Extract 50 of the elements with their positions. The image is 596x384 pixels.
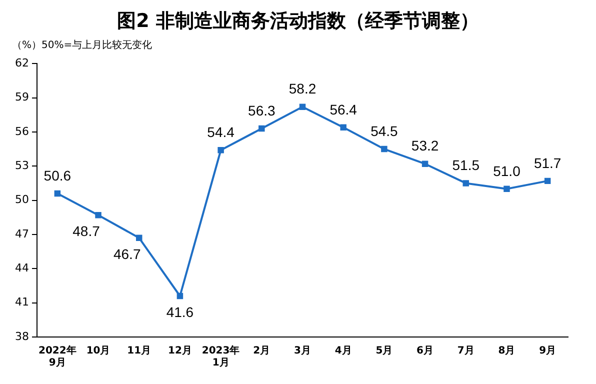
x-tick-label: 11月 [127, 346, 152, 357]
data-label: 56.4 [330, 101, 358, 118]
x-tick-label: 6月 [416, 346, 434, 357]
y-tick-label: 62 [14, 56, 29, 70]
data-label: 48.7 [72, 222, 100, 239]
point [504, 186, 510, 192]
point [218, 147, 224, 154]
x-tick-label: 2023年 1月 [202, 344, 240, 369]
y-tick-label: 53 [14, 158, 29, 172]
point [299, 104, 306, 110]
data-label: 56.3 [248, 102, 276, 118]
data-label: 58.2 [288, 80, 316, 97]
point [381, 146, 388, 152]
data-label: 50.6 [44, 167, 72, 184]
point [544, 178, 551, 184]
x-tick-label: 4月 [334, 346, 352, 357]
point [95, 212, 102, 218]
y-axis-title: （%）50%=与上月比较无变化 [12, 38, 154, 53]
data-label: 51.7 [534, 154, 562, 171]
point [340, 124, 346, 131]
chart-title: 图2 非制造业商务活动指数（经季节调整） [116, 9, 480, 34]
x-tick-label: 2月 [253, 346, 270, 357]
data-label: 53.2 [411, 138, 439, 154]
x-tick-label: 12月 [168, 346, 192, 357]
point [258, 125, 265, 132]
x-tick-label: 5月 [376, 346, 393, 357]
point [462, 180, 470, 186]
x-tick-label: 10月 [86, 346, 110, 357]
point [136, 234, 142, 242]
y-tick-label: 41 [14, 296, 29, 309]
point [422, 160, 428, 167]
y-tick-label: 59 [14, 90, 29, 104]
data-label: 41.6 [166, 304, 194, 320]
y-tick-label: 38 [14, 330, 29, 343]
point [54, 190, 61, 197]
x-tick-label: 8月 [498, 346, 516, 357]
x-tick-label: 3月 [294, 346, 311, 357]
data-label: 51.0 [493, 162, 521, 179]
y-tick-label: 50 [14, 193, 29, 206]
x-tick-label: 2022年 9月 [38, 344, 76, 369]
y-tick-label: 44 [14, 262, 29, 275]
y-tick-label: 56 [14, 124, 29, 138]
data-label: 46.7 [113, 246, 141, 262]
x-tick-label: 9月 [539, 346, 556, 357]
data-label: 54.4 [207, 124, 235, 140]
x-tick-label: 7月 [457, 346, 474, 357]
data-label: 54.5 [370, 122, 398, 139]
y-tick-label: 47 [14, 227, 29, 240]
point [176, 292, 184, 300]
data-label: 51.5 [452, 157, 480, 174]
